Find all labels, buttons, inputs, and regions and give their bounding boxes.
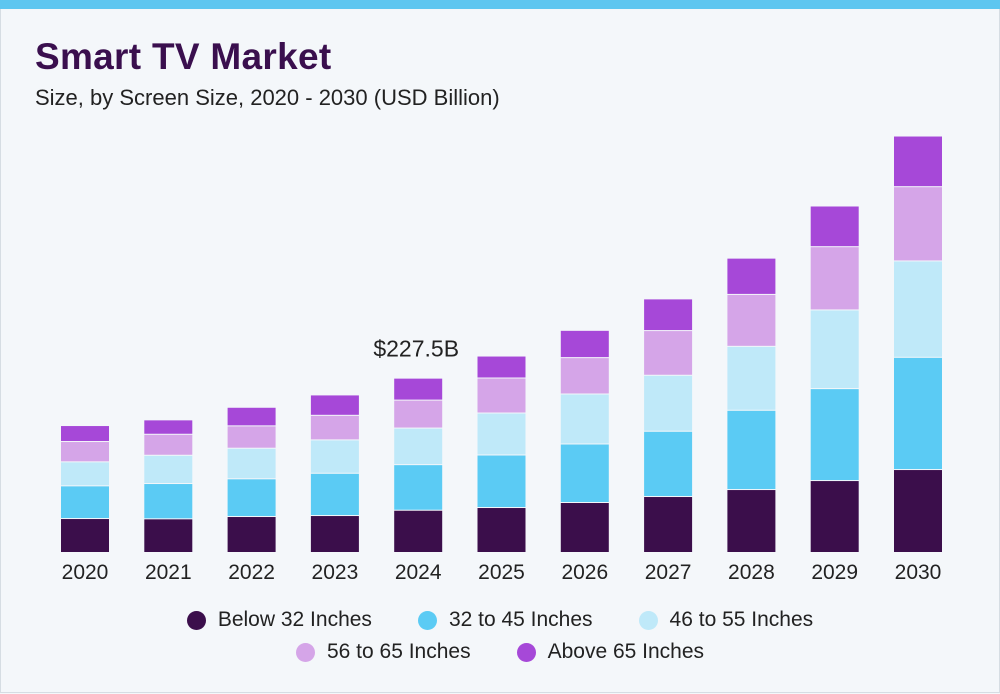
x-tick-label: 2021 [145, 561, 192, 584]
bar-segment-2029-3 [810, 247, 859, 310]
top-accent-bar [0, 0, 1000, 9]
x-tick-label: 2023 [312, 561, 359, 584]
bar-segment-2026-0 [560, 503, 609, 552]
bar-segment-2028-2 [727, 346, 776, 410]
bar-segment-2028-3 [727, 294, 776, 346]
chart-title: Smart TV Market [35, 36, 332, 77]
x-tick-label: 2024 [395, 561, 442, 584]
bar-segment-2026-1 [560, 444, 609, 503]
legend-item: 46 to 55 Inches [638, 608, 814, 632]
bar-segment-2024-4 [394, 378, 443, 400]
legend-row-2: 56 to 65 Inches Above 65 Inches [0, 640, 1000, 664]
legend-item: 32 to 45 Inches [417, 608, 593, 632]
bar-segment-2021-2 [144, 455, 193, 484]
bar-segment-2025-3 [477, 378, 526, 413]
bar-segment-2026-3 [560, 358, 609, 394]
legend-label: Above 65 Inches [547, 640, 705, 663]
legend-label: 46 to 55 Inches [669, 608, 814, 631]
bar-segment-2026-2 [560, 394, 609, 444]
bar-segment-2023-3 [310, 415, 359, 440]
bar-segment-2023-2 [310, 440, 359, 473]
bar-segment-2030-2 [894, 261, 942, 357]
legend-swatch-icon [516, 642, 536, 662]
bar-segment-2020-3 [61, 442, 109, 462]
bar-segment-2023-0 [310, 516, 359, 552]
legend-item: 56 to 65 Inches [295, 640, 471, 664]
x-tick-label: 2027 [645, 561, 692, 584]
bar-segment-2025-4 [477, 356, 526, 378]
bar-segment-2023-4 [310, 395, 359, 415]
bar-segment-2022-3 [227, 426, 276, 448]
legend-swatch-icon [417, 610, 437, 630]
bar-segment-2021-1 [144, 484, 193, 519]
bar-segment-2027-3 [644, 331, 693, 375]
bar-segment-2022-1 [227, 479, 276, 517]
bar-segment-2021-0 [144, 519, 193, 552]
bar-segment-2022-4 [227, 407, 276, 426]
x-tick-label: 2020 [62, 561, 109, 584]
x-tick-label: 2022 [228, 561, 275, 584]
bar-segment-2029-4 [810, 206, 859, 247]
legend-swatch-icon [295, 642, 315, 662]
bar-segment-2030-1 [894, 357, 942, 470]
bar-segment-2030-4 [894, 136, 942, 187]
bar-segment-2020-2 [61, 462, 109, 486]
bar-segment-2027-1 [644, 431, 693, 497]
bar-segment-2030-3 [894, 187, 942, 261]
x-tick-label: 2026 [561, 561, 608, 584]
annotation-label: $227.5B [373, 336, 459, 362]
bar-segment-2024-2 [394, 428, 443, 465]
bar-segment-2020-0 [61, 519, 109, 552]
bar-segment-2025-1 [477, 455, 526, 508]
bar-segment-2029-0 [810, 481, 859, 552]
x-tick-label: 2025 [478, 561, 525, 584]
bar-segment-2025-0 [477, 508, 526, 552]
bar-segment-2028-1 [727, 410, 776, 490]
legend-label: 32 to 45 Inches [448, 608, 593, 631]
bar-segment-2020-1 [61, 486, 109, 519]
bar-segment-2024-1 [394, 465, 443, 510]
legend-swatch-icon [186, 610, 206, 630]
legend-item: Below 32 Inches [186, 608, 372, 632]
bar-segment-2021-4 [144, 420, 193, 434]
bar-segment-2023-1 [310, 473, 359, 516]
x-tick-labels: 2020 2021 2022 2023 2024 2025 2026 2027 2028 2029… [62, 561, 942, 584]
bar-segment-2021-3 [144, 434, 193, 455]
legend-label: Below 32 Inches [217, 608, 372, 631]
bars-group [61, 136, 942, 552]
bar-segment-2025-2 [477, 413, 526, 455]
bar-segment-2028-0 [727, 490, 776, 552]
x-tick-label: 2028 [728, 561, 775, 584]
bar-segment-2022-2 [227, 448, 276, 479]
bar-segment-2027-4 [644, 299, 693, 331]
legend-swatch-icon [638, 610, 658, 630]
x-tick-label: 2030 [895, 561, 942, 584]
bar-segment-2029-2 [810, 310, 859, 389]
bar-segment-2030-0 [894, 470, 942, 552]
bar-segment-2026-4 [560, 330, 609, 358]
bar-segment-2027-0 [644, 497, 693, 552]
legend-item: Above 65 Inches [516, 640, 705, 664]
bar-segment-2022-0 [227, 517, 276, 552]
bar-segment-2029-1 [810, 389, 859, 481]
chart-subtitle: Size, by Screen Size, 2020 - 2030 (USD B… [35, 85, 500, 110]
x-tick-label: 2029 [811, 561, 858, 584]
bar-segment-2027-2 [644, 375, 693, 431]
bar-segment-2020-4 [61, 426, 109, 442]
bar-segment-2024-0 [394, 510, 443, 552]
bar-segment-2028-4 [727, 258, 776, 294]
legend-row-1: Below 32 Inches 32 to 45 Inches 46 to 55 I… [0, 608, 1000, 632]
legend-label: 56 to 65 Inches [326, 640, 471, 663]
bar-segment-2024-3 [394, 400, 443, 428]
